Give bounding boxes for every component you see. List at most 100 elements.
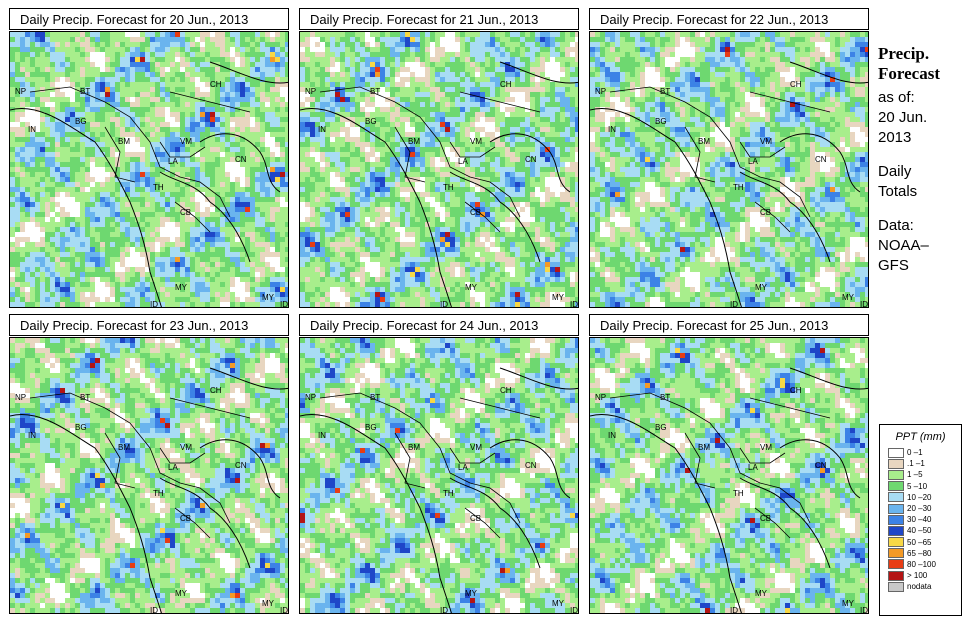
country-label: MY [842,293,855,302]
country-label: MY [552,293,565,302]
coastline [10,61,288,307]
data-label: Data: [878,217,914,234]
legend-swatch [888,481,904,492]
country-label: CN [525,461,537,470]
precip-map: NP BT BG IN BM VM CH LA TH CB CN MY MY ID ID [589,31,869,308]
country-label: CB [760,208,771,217]
country-label: VM [760,137,772,146]
country-label: LA [748,463,758,472]
country-label: ID [150,606,158,614]
country-label: BG [655,423,667,432]
country-label: TH [733,489,744,498]
border-lines [29,86,251,233]
asof-label: as of: [878,89,915,106]
precip-map: NP BT BG IN BM VM CH LA TH CB CN MY MY ID ID [9,31,289,308]
country-label: BM [698,443,710,452]
country-label: ID [440,606,448,614]
country-label: CH [500,80,512,89]
country-label: ID [440,300,448,308]
legend-swatch [888,525,904,536]
forecast-panel-5: Daily Precip. Forecast for 24 Jun., 2013… [299,314,579,614]
legend-item: 1 –5 [888,469,961,480]
legend-item: 65 –80 [888,548,961,559]
forecast-panel-2: Daily Precip. Forecast for 21 Jun., 2013… [299,8,579,308]
panel-title: Daily Precip. Forecast for 20 Jun., 2013 [9,8,289,30]
country-label: CN [235,155,247,164]
country-label: BM [118,137,130,146]
legend-item: nodata [888,581,961,592]
forecast-panel-3: Daily Precip. Forecast for 22 Jun., 2013… [589,8,869,308]
country-label: BG [365,423,377,432]
country-label: CN [525,155,537,164]
country-label: BM [408,443,420,452]
country-label: BT [370,393,380,402]
panel-title: Daily Precip. Forecast for 24 Jun., 2013 [299,314,579,336]
country-label: CH [210,80,222,89]
country-label: CB [470,514,481,523]
legend-item: 80 –100 [888,559,961,570]
legend-label: 50 –65 [907,537,932,547]
legend-swatch [888,548,904,559]
country-label: TH [443,183,454,192]
border-lines [609,392,831,539]
precip-map: NP BT BG IN BM VM CH LA TH CB CN MY MY ID ID [9,337,289,614]
country-label: LA [748,157,758,166]
legend-swatch [888,537,904,548]
country-label: CH [790,386,802,395]
legend-label: > 100 [907,571,928,581]
country-label: MY [262,293,275,302]
panel-title: Daily Precip. Forecast for 25 Jun., 2013 [589,314,869,336]
precip-legend: PPT (mm) 0 –1.1 –1 1 –5 5 –10 10 –20 20 –30 3… [879,424,962,616]
legend-label: 20 –30 [907,504,932,514]
country-label: ID [280,606,288,614]
country-label: MY [465,283,478,292]
legend-item: 5 –10 [888,481,961,492]
legend-item: 30 –40 [888,514,961,525]
country-label: CH [210,386,222,395]
legend-label: 40 –50 [907,526,932,536]
legend-swatch [888,492,904,503]
country-label: IN [28,125,36,134]
coastline [590,61,868,307]
border-lines [319,392,541,539]
coastline [300,61,578,307]
country-label: TH [733,183,744,192]
country-label: NP [15,393,26,402]
country-label: CB [470,208,481,217]
country-label: CH [790,80,802,89]
legend-label: 10 –20 [907,492,932,502]
country-label: CB [180,514,191,523]
country-label: MY [552,599,565,608]
panel-title: Daily Precip. Forecast for 22 Jun., 2013 [589,8,869,30]
country-label: NP [15,87,26,96]
country-label: NP [305,87,316,96]
border-lines [609,86,831,233]
country-label: MY [755,283,768,292]
legend-swatch [888,503,904,514]
legend-item: 10 –20 [888,492,961,503]
country-label: BG [655,117,667,126]
country-label: VM [470,443,482,452]
country-label: ID [280,300,288,308]
forecast-panel-4: Daily Precip. Forecast for 23 Jun., 2013… [9,314,289,614]
border-lines [319,86,541,233]
border-lines [29,392,251,539]
legend-label: .1 –1 [907,459,925,469]
legend-label: 0 –1 [907,448,923,458]
country-label: TH [153,183,164,192]
legend-item: .1 –1 [888,458,961,469]
data-source-1: NOAA– [878,237,929,254]
asof-date: 20 Jun. [878,109,928,126]
precip-map: NP BT BG IN BM VM CH LA TH CB CN MY MY ID ID [299,31,579,308]
country-label: IN [608,125,616,134]
legend-label: 1 –5 [907,470,923,480]
country-label: CH [500,386,512,395]
legend-label: 65 –80 [907,548,932,558]
country-label: ID [150,300,158,308]
precip-map: NP BT BG IN BM VM CH LA TH CB CN MY MY ID ID [589,337,869,614]
legend-swatch [888,447,904,458]
country-label: CN [235,461,247,470]
coastline [590,367,868,613]
country-label: TH [443,489,454,498]
country-label: LA [168,463,178,472]
